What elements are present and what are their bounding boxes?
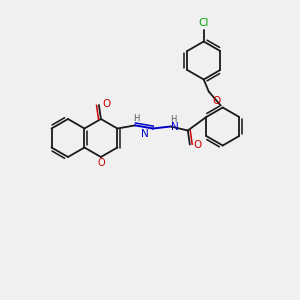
Text: O: O	[103, 99, 111, 109]
Text: O: O	[194, 140, 202, 149]
Text: H: H	[133, 114, 139, 123]
Text: O: O	[97, 158, 105, 168]
Text: O: O	[213, 97, 221, 106]
Text: N: N	[171, 122, 179, 133]
Text: N: N	[141, 129, 149, 139]
Text: Cl: Cl	[199, 19, 209, 28]
Text: H: H	[169, 115, 176, 124]
